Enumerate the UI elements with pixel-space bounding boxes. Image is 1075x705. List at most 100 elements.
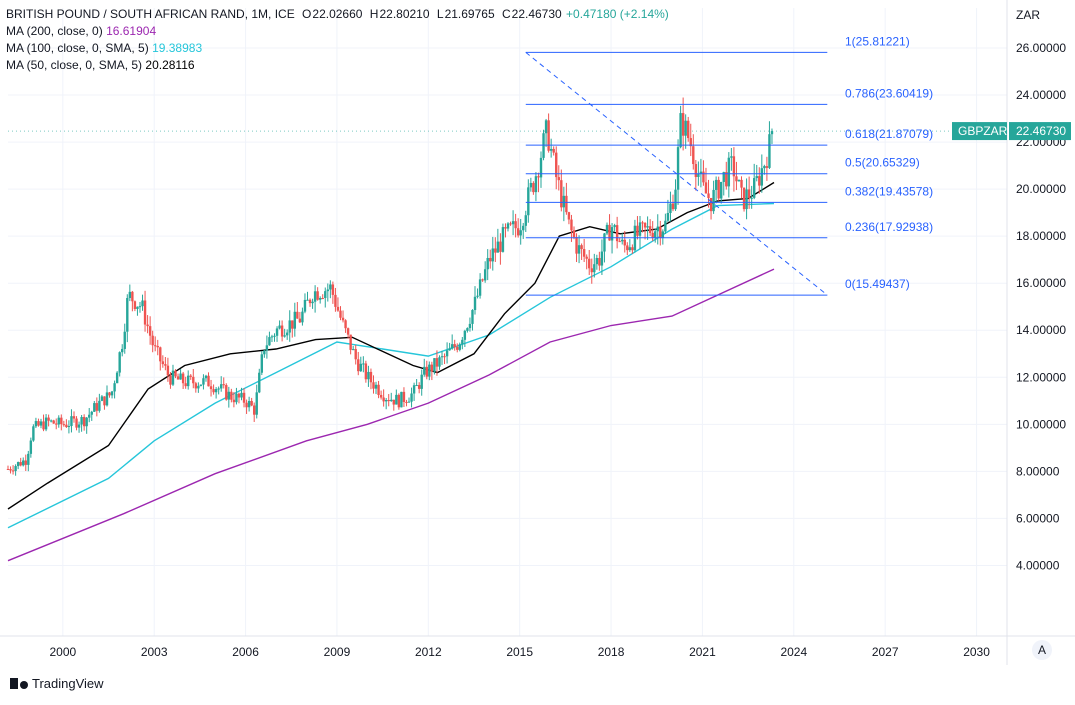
candle-body [47, 417, 50, 421]
candle-body [62, 424, 66, 426]
candle-body [453, 344, 456, 347]
candle-body [103, 396, 106, 406]
candle-body [80, 416, 83, 425]
candle-body [250, 400, 253, 406]
legend-ohlc-row: BRITISH POUND / SOUTH AFRICAN RAND, 1M, … [6, 6, 669, 23]
fib-level-label-5: 0.236(17.92938) [845, 220, 933, 234]
y-tick-label: 16.00000 [1016, 276, 1066, 290]
candle-body [443, 356, 446, 358]
candle-body [379, 394, 383, 398]
candle-body [753, 178, 756, 198]
candle-body [141, 300, 144, 307]
candle-body [745, 189, 748, 210]
ma100-label: MA (100, close, 0, SMA, 5) [6, 41, 149, 55]
candle-body [291, 320, 294, 329]
legend-ma200-row[interactable]: MA (200, close, 0) 16.61904 [6, 23, 669, 40]
candle-body [407, 401, 411, 403]
candle-body [529, 182, 533, 188]
candle-body [88, 414, 91, 418]
candle-body [593, 264, 596, 273]
candle-body [511, 221, 515, 225]
candle-body [664, 220, 667, 232]
candle-body [684, 120, 687, 136]
candle-body [603, 233, 606, 252]
candle-body [98, 400, 101, 411]
candle-body [524, 215, 527, 226]
x-tick-label: 2015 [506, 645, 533, 659]
candle-body [306, 299, 309, 301]
currency-label: ZAR [1016, 8, 1040, 22]
candle-body [765, 166, 769, 168]
candle-body [181, 373, 185, 384]
candle-body [496, 241, 500, 253]
candle-body [565, 195, 568, 213]
candle-body [227, 391, 231, 400]
candle-body [494, 248, 497, 253]
candle-body [412, 385, 416, 394]
fib-trend-line[interactable] [525, 52, 828, 296]
candle-body [270, 336, 274, 338]
candle-body [60, 417, 63, 425]
candle-body [34, 421, 38, 427]
candle-body [643, 222, 647, 228]
candle-body [329, 284, 332, 290]
candle-body [252, 405, 256, 415]
candle-body [755, 176, 758, 179]
legend-ma50-row[interactable]: MA (50, close, 0, SMA, 5) 20.28116 [6, 57, 669, 74]
candle-body [326, 289, 330, 292]
candle-body [714, 179, 718, 190]
candle-body [638, 222, 642, 236]
candle-body [560, 180, 563, 208]
candle-body [410, 393, 413, 402]
candle-body [590, 268, 593, 273]
candle-body [354, 349, 357, 360]
candle-body [313, 291, 317, 302]
candle-body [549, 148, 553, 151]
candle-body [121, 348, 124, 353]
candle-body [618, 241, 621, 243]
candle-body [539, 157, 543, 178]
instrument-title: BRITISH POUND / SOUTH AFRICAN RAND, 1M, … [6, 7, 295, 21]
brand-name: TradingView [32, 676, 104, 691]
candle-body [395, 394, 398, 405]
candle-body [448, 348, 451, 351]
candle-body [544, 120, 548, 134]
candle-body [212, 389, 215, 393]
candle-body [651, 232, 654, 239]
x-tick-label: 2012 [415, 645, 442, 659]
candle-body [608, 224, 611, 241]
candle-body [519, 230, 522, 236]
ma-line-0 [7, 268, 775, 562]
candle-body [217, 388, 220, 390]
candle-body [247, 400, 251, 408]
candle-body [283, 335, 286, 337]
candle-body [280, 325, 284, 337]
ma100-value: 19.38983 [152, 41, 203, 55]
candle-body [674, 189, 677, 210]
candle-body [187, 375, 190, 387]
symbol-tag-bg [952, 122, 1007, 141]
candle-body [499, 241, 502, 252]
candle-body [199, 384, 203, 386]
candle-body [402, 391, 406, 402]
legend-ma100-row[interactable]: MA (100, close, 0, SMA, 5) 19.38983 [6, 40, 669, 57]
open-label: O [302, 7, 312, 21]
candle-body [202, 378, 205, 385]
candle-body [610, 227, 614, 241]
candle-body [595, 257, 599, 265]
candle-body [136, 306, 139, 309]
candle-body [303, 299, 307, 312]
candle-body [712, 189, 715, 212]
candle-body [100, 396, 104, 401]
candle-body [374, 384, 378, 389]
auto-scale-button[interactable]: A [1032, 640, 1052, 660]
candle-body [311, 301, 314, 304]
candle-body [417, 385, 421, 389]
candle-body [405, 401, 408, 403]
candle-body [339, 310, 342, 318]
y-tick-label: 10.00000 [1016, 417, 1066, 431]
candle-body [275, 328, 279, 336]
tradingview-brand[interactable]: TradingView [10, 676, 104, 691]
candle-body [735, 176, 738, 182]
candle-body [770, 131, 774, 135]
